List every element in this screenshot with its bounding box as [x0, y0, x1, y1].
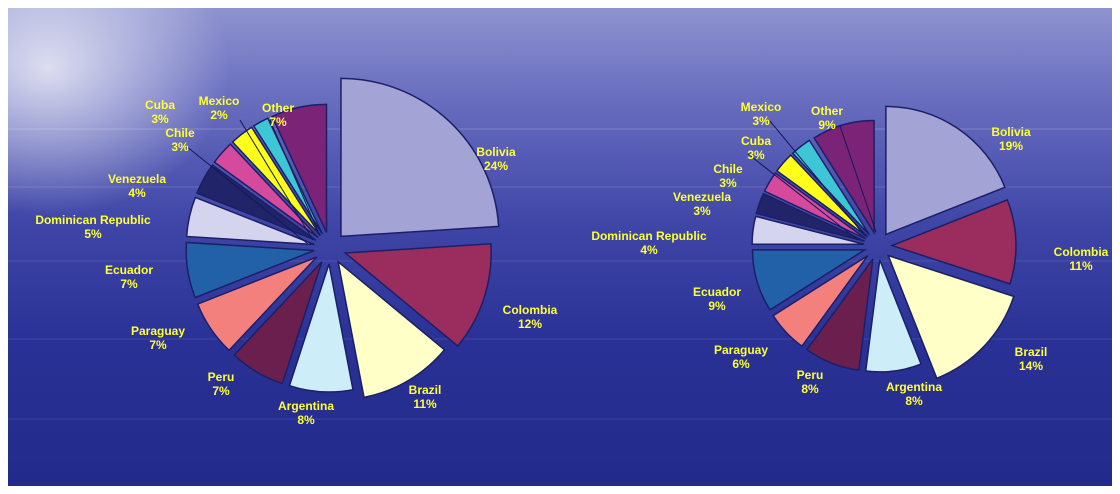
pie-slice-brazil [337, 259, 446, 399]
slice-label-peru: Peru 7% [208, 370, 235, 398]
pie-slice-ecuador [185, 241, 315, 299]
pie-chart-left: Bolivia 24% Colombia 12% Brazil 11% Argentina 8… [35, 77, 558, 427]
pie-slice-chile [763, 171, 867, 240]
pie-slice-dominican-republic [185, 196, 315, 246]
slice-label-brazil: Brazil 11% [409, 383, 442, 411]
leader-line [185, 145, 309, 245]
pie-slice-paraguay [196, 256, 318, 352]
pie-slice-colombia [889, 198, 1017, 285]
slice-label-peru: Peru 8% [797, 368, 824, 396]
background-streak [8, 338, 1112, 340]
slice-label-brazil: Brazil 14% [1015, 345, 1048, 373]
slice-label-paraguay: Paraguay 7% [131, 324, 185, 352]
slice-label-dominican-republic: Dominican Republic 4% [591, 229, 707, 257]
pie-slice-cuba [231, 126, 321, 236]
pie-slice-paraguay [772, 254, 869, 348]
pie-slice-ecuador [751, 249, 868, 311]
slice-label-chile: Chile 3% [165, 126, 195, 154]
slice-label-colombia: Colombia 11% [1054, 245, 1109, 273]
pie-slice-argentina [864, 259, 922, 373]
slice-label-other: Other 9% [811, 104, 843, 132]
background-streak [8, 418, 1112, 420]
pie-slice-mexico [791, 139, 871, 236]
slice-label-mexico: Mexico 3% [741, 100, 782, 128]
slice-label-ecuador: Ecuador 7% [105, 263, 153, 291]
background-streak [8, 128, 1112, 130]
pie-slice-other [813, 119, 875, 236]
pie-slice-colombia [343, 242, 492, 348]
leader-line [239, 119, 314, 241]
background-streak [8, 186, 1112, 188]
pie-slice-peru [805, 258, 874, 371]
slice-label-cuba: Cuba 3% [741, 134, 771, 162]
pie-slice-venezuela [755, 192, 866, 242]
pie-slice-dominican-republic [751, 215, 865, 246]
slice-label-dominican-republic: Dominican Republic 5% [35, 213, 151, 241]
slice-label-cuba: Cuba 3% [145, 98, 175, 126]
pie-slice-bolivia [340, 77, 500, 238]
slice-label-bolivia: Bolivia 24% [476, 145, 516, 173]
slice-label-venezuela: Venezuela 4% [108, 172, 166, 200]
slice-label-argentina: Argentina 8% [886, 380, 942, 408]
background-streak [8, 260, 1112, 262]
slice-label-argentina: Argentina 8% [278, 399, 334, 427]
slide-background: Bolivia 24% Colombia 12% Brazil 11% Argentina 8… [8, 8, 1112, 486]
pie-slice-mexico [252, 117, 323, 235]
pie-slice-other [271, 103, 328, 233]
pie-slice-cuba [775, 154, 869, 238]
leader-line [269, 119, 321, 237]
pie-chart-right: Bolivia 19% Colombia 11% Brazil 14% Argentina 8… [591, 100, 1109, 408]
pie-slice-peru [233, 261, 323, 385]
leader-line [769, 120, 866, 237]
pie-slice-argentina [288, 263, 354, 393]
slice-label-venezuela: Venezuela 3% [673, 190, 731, 218]
leader-line [747, 153, 859, 241]
pie-slice-chile [213, 143, 319, 239]
slice-label-bolivia: Bolivia 19% [991, 125, 1031, 153]
slice-label-paraguay: Paraguay 6% [714, 343, 768, 371]
pie-slice-brazil [886, 254, 1015, 380]
leader-line [839, 125, 877, 233]
pie-slice-bolivia [885, 105, 1006, 236]
slice-label-colombia: Colombia 12% [503, 303, 558, 331]
slice-label-other: Other 7% [262, 101, 294, 129]
slice-label-chile: Chile 3% [713, 162, 743, 190]
slice-label-ecuador: Ecuador 9% [693, 285, 741, 313]
slice-label-mexico: Mexico 2% [199, 94, 240, 122]
